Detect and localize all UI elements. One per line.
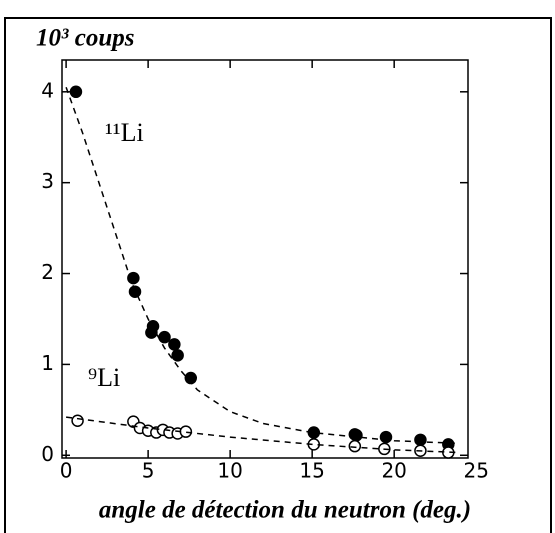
data-point xyxy=(184,371,198,385)
y-tick-label: 1 xyxy=(41,351,54,375)
fit-curve xyxy=(66,416,460,454)
data-point xyxy=(158,330,171,344)
y-tick-label: 3 xyxy=(41,169,54,193)
frame xyxy=(4,17,552,533)
y-axis-label: 10³ coups xyxy=(36,25,134,52)
data-point xyxy=(348,439,362,453)
x-tick-label: 20 xyxy=(381,459,406,483)
data-point xyxy=(379,430,393,444)
x-tick-label: 0 xyxy=(60,459,73,483)
x-tick-label: 15 xyxy=(299,459,324,483)
data-point xyxy=(127,271,140,285)
series-label: ¹¹Li xyxy=(105,118,144,147)
x-tick-label: 25 xyxy=(463,459,488,483)
y-tick-label: 0 xyxy=(41,442,54,466)
y-tick-label: 4 xyxy=(41,78,54,102)
data-point xyxy=(71,414,84,427)
data-point xyxy=(179,425,193,438)
y-tick-label: 2 xyxy=(41,260,54,284)
data-point xyxy=(350,429,363,442)
series-label: ⁹Li xyxy=(88,363,120,392)
x-tick-label: 10 xyxy=(217,459,242,483)
data-point xyxy=(128,285,142,298)
data-point xyxy=(171,349,184,362)
x-tick-label: 5 xyxy=(142,459,155,483)
data-point xyxy=(414,433,427,447)
plot-frame xyxy=(61,59,469,459)
data-point xyxy=(168,338,181,351)
x-axis-label: angle de détection du neutron (deg.) xyxy=(99,497,471,524)
data-point xyxy=(69,85,83,99)
